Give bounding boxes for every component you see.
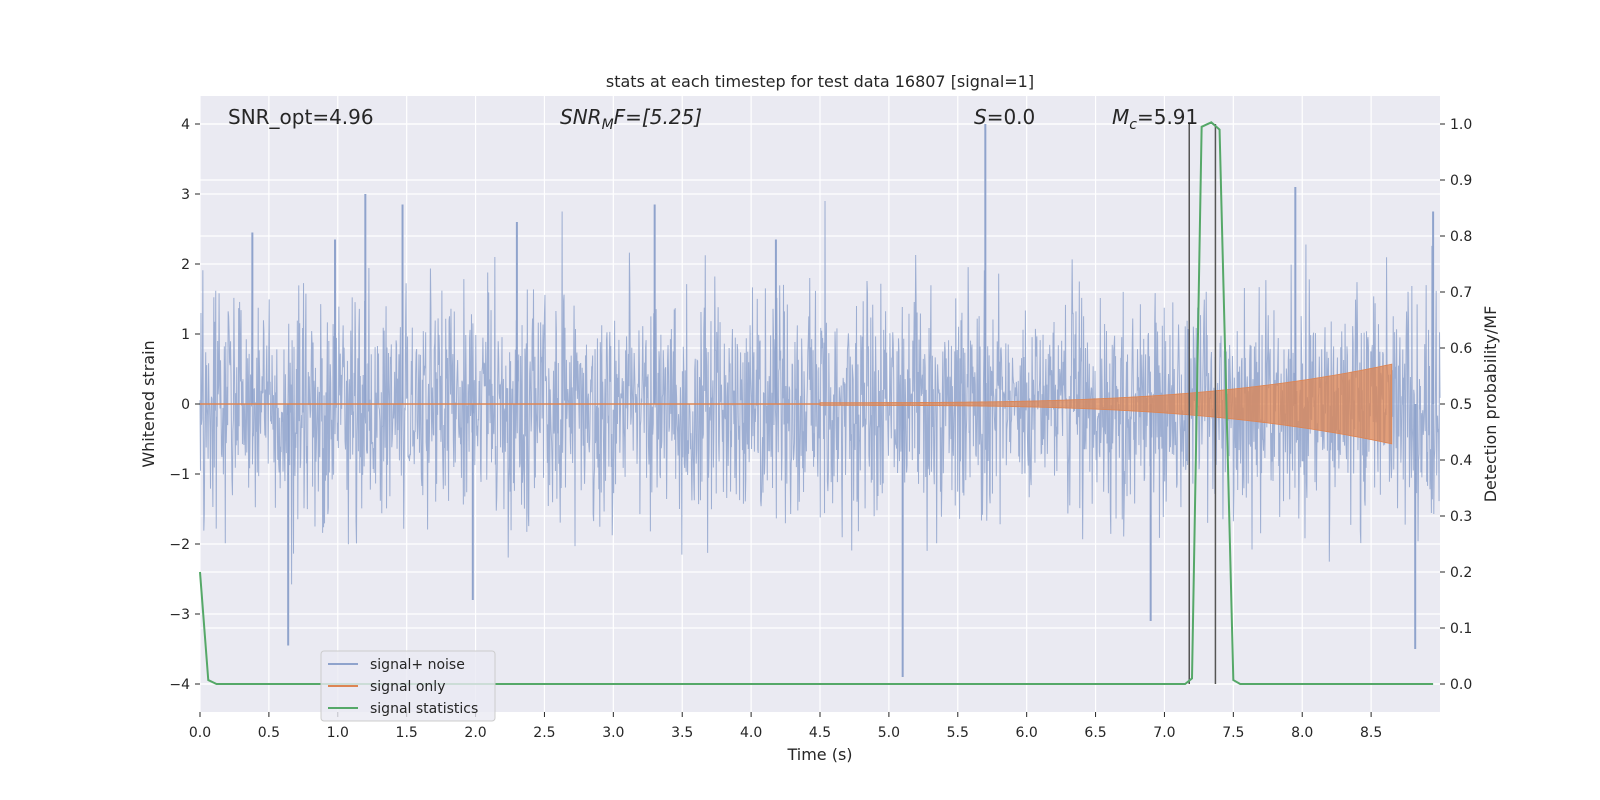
- y2-tick-label: 0.4: [1450, 453, 1472, 469]
- y-tick-label: 4: [181, 117, 190, 133]
- y2-tick-label: 0.5: [1450, 397, 1472, 413]
- y-tick-label: 0: [181, 397, 190, 413]
- y2-tick-label: 1.0: [1450, 117, 1472, 133]
- x-tick-label: 3.0: [602, 725, 624, 741]
- snr-mf-sub: M: [602, 117, 614, 133]
- legend-box: [320, 650, 496, 722]
- x-tick-label: 5.5: [947, 725, 969, 741]
- x-tick-label: 1.0: [327, 725, 349, 741]
- x-tick-label: 4.0: [740, 725, 762, 741]
- y2-axis-label: Detection probability/MF: [1481, 306, 1500, 503]
- y-axis-ticks: −4 −3 −2 −1 0 1 2 3 4: [169, 117, 200, 693]
- y-tick-label: 2: [181, 257, 190, 273]
- x-tick-label: 2.0: [464, 725, 486, 741]
- annotation-snr-mf: SNRMF=[5.25]: [560, 105, 702, 133]
- annotation-snr-opt: SNR_opt=4.96: [228, 105, 374, 129]
- plot-series: [199, 121, 1441, 685]
- y-tick-label: −1: [169, 467, 190, 483]
- mc-rest: =5.91: [1137, 105, 1198, 129]
- y2-tick-label: 0.1: [1450, 621, 1472, 637]
- x-tick-label: 1.5: [396, 725, 418, 741]
- annotation-mc: Mc=5.91: [1112, 105, 1198, 133]
- chart-title: stats at each timestep for test data 168…: [606, 72, 1034, 91]
- series-signal-only-chirp: [819, 363, 1393, 445]
- x-tick-label: 6.5: [1084, 725, 1106, 741]
- snr-mf-rest: F=[5.25]: [614, 105, 702, 129]
- y-axis-label: Whitened strain: [139, 340, 158, 467]
- y-tick-label: −3: [169, 607, 190, 623]
- x-axis-label: Time (s): [786, 745, 852, 764]
- y-tick-label: −4: [169, 677, 190, 693]
- y2-tick-label: 0.2: [1450, 565, 1472, 581]
- annotation-s: S=0.0: [974, 105, 1035, 129]
- legend-label-signal-only: signal only: [370, 679, 445, 695]
- y-tick-label: −2: [169, 537, 190, 553]
- x-axis-ticks: 0.0 0.5 1.0 1.5 2.0 2.5 3.0 3.5 4.0 4.5 5.0 5.5 6.0 6…: [189, 712, 1382, 741]
- y2-tick-label: 0.7: [1450, 285, 1472, 301]
- x-tick-label: 0.0: [189, 725, 211, 741]
- x-tick-label: 6.0: [1016, 725, 1038, 741]
- x-tick-label: 4.5: [809, 725, 831, 741]
- x-tick-label: 7.5: [1222, 725, 1244, 741]
- x-tick-label: 8.0: [1291, 725, 1313, 741]
- x-tick-label: 0.5: [258, 725, 280, 741]
- s-rest: =0.0: [987, 105, 1036, 129]
- legend: signal+ noise signal only signal statist…: [320, 650, 496, 722]
- x-tick-label: 5.0: [878, 725, 900, 741]
- y2-tick-label: 0.0: [1450, 677, 1472, 693]
- series-signal-noise-line: [199, 200, 1441, 585]
- y-tick-label: 3: [181, 187, 190, 203]
- y2-tick-label: 0.3: [1450, 509, 1472, 525]
- legend-label-signal-statistics: signal statistics: [370, 701, 478, 717]
- snr-mf-main: SNR: [560, 105, 602, 129]
- x-tick-label: 7.0: [1153, 725, 1175, 741]
- y2-tick-label: 0.8: [1450, 229, 1472, 245]
- y2-axis-ticks: 0.0 0.1 0.2 0.3 0.4 0.5 0.6 0.7 0.8 0.9 1.0: [1440, 117, 1472, 693]
- s-main: S: [974, 105, 987, 129]
- mc-sub: c: [1129, 117, 1137, 133]
- x-tick-label: 2.5: [533, 725, 555, 741]
- x-tick-label: 8.5: [1360, 725, 1382, 741]
- mc-main: M: [1112, 105, 1129, 129]
- y2-tick-label: 0.9: [1450, 173, 1472, 189]
- legend-label-signal-noise: signal+ noise: [370, 657, 465, 673]
- y2-tick-label: 0.6: [1450, 341, 1472, 357]
- series-signal-statistics-line: [199, 121, 1434, 685]
- x-tick-label: 3.5: [671, 725, 693, 741]
- y-tick-label: 1: [181, 327, 190, 343]
